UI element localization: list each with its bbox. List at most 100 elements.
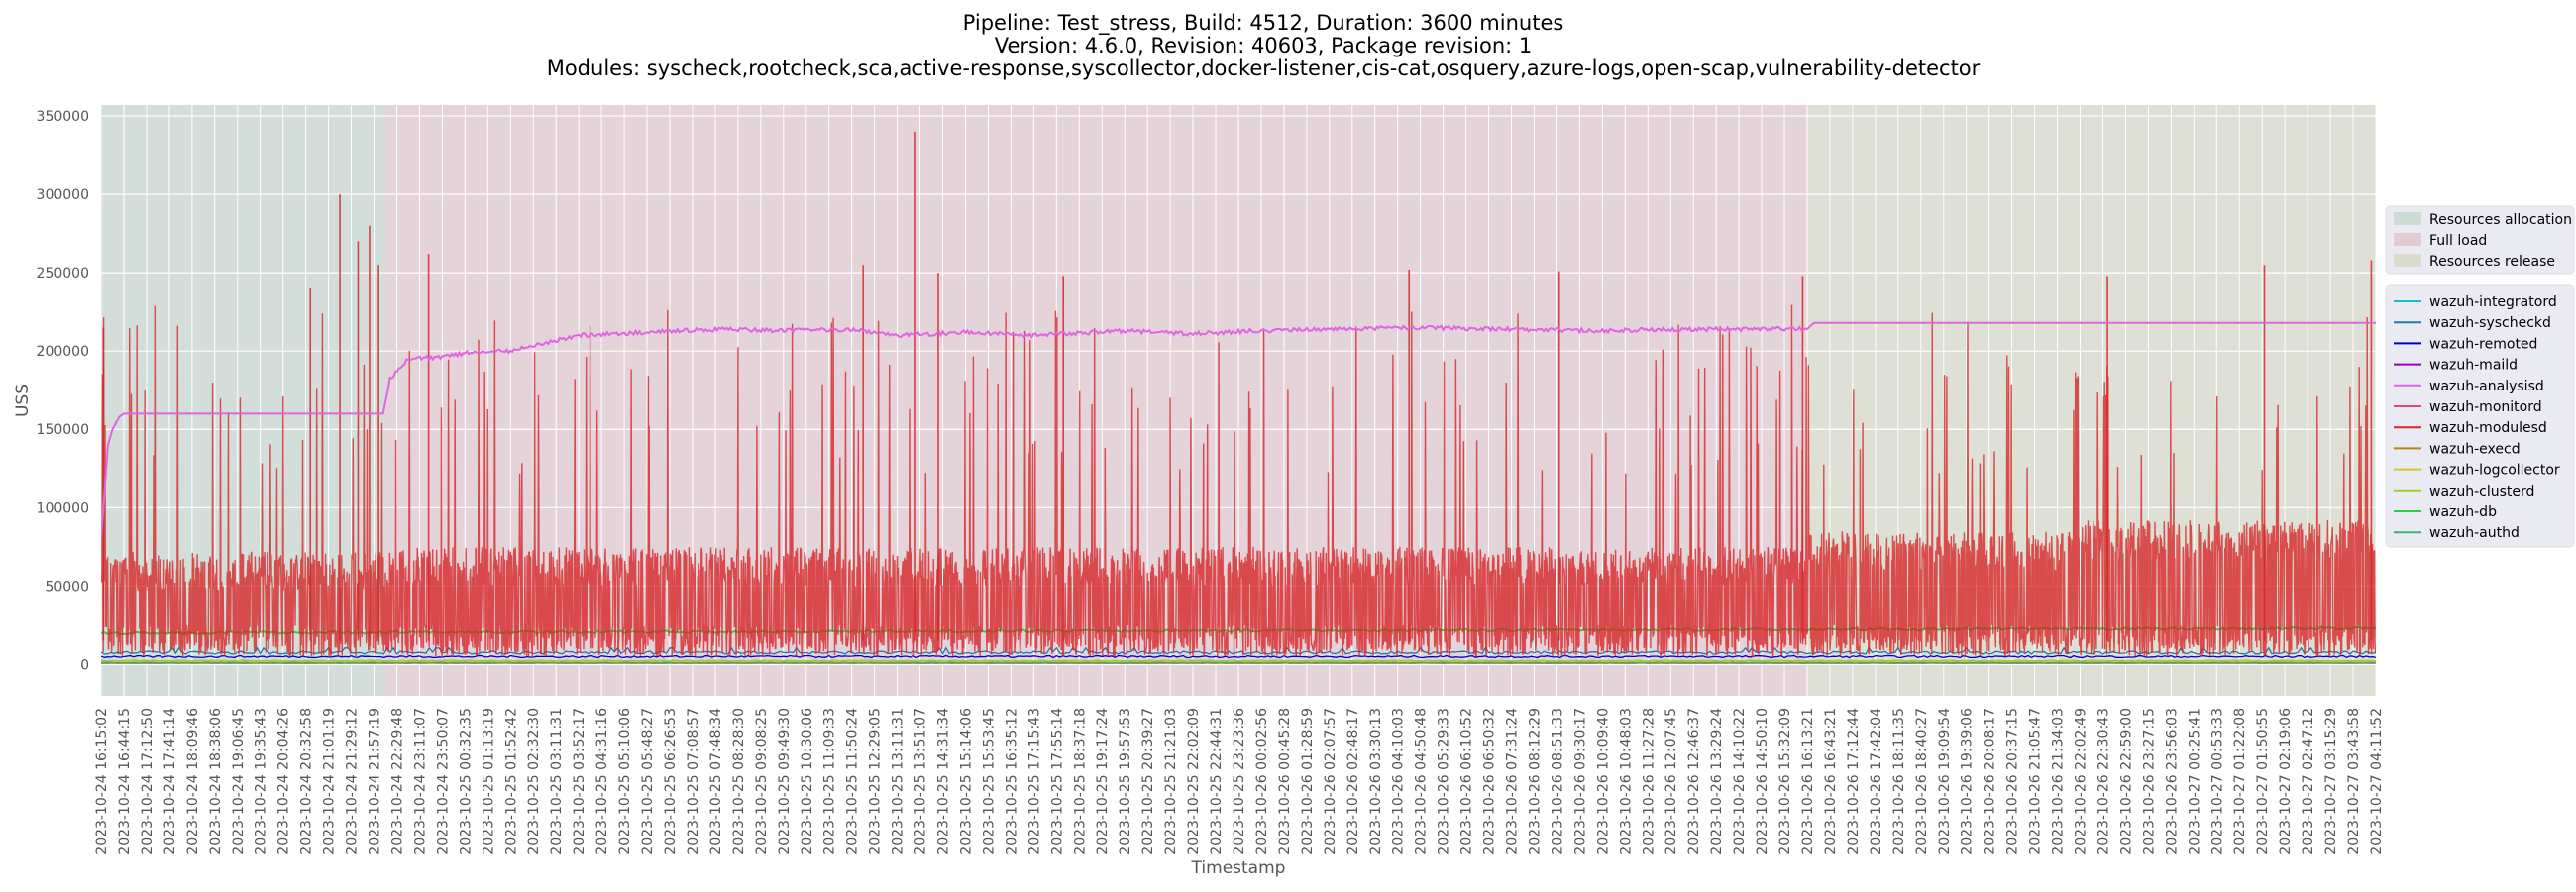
x-tick-label: 2023-10-26 05:29:33 bbox=[1437, 708, 1452, 855]
x-tick-label: 2023-10-26 08:51:33 bbox=[1550, 708, 1565, 855]
x-tick-label: 2023-10-26 11:27:28 bbox=[1641, 708, 1657, 855]
x-tick-label: 2023-10-25 12:29:05 bbox=[868, 708, 884, 855]
x-tick-label: 2023-10-26 18:11:35 bbox=[1891, 708, 1907, 855]
x-tick-label: 2023-10-27 04:11:52 bbox=[2369, 708, 2385, 855]
x-tick-label: 2023-10-26 18:40:27 bbox=[1914, 708, 1930, 855]
x-tick-label: 2023-10-26 13:29:24 bbox=[1709, 708, 1725, 855]
x-tick-label: 2023-10-25 02:32:30 bbox=[526, 708, 542, 855]
x-tick-label: 2023-10-24 21:29:12 bbox=[345, 708, 361, 855]
series-legend-box bbox=[2385, 284, 2575, 548]
series-legend-label: wazuh-remoted bbox=[2429, 336, 2537, 352]
x-tick-label: 2023-10-26 23:56:03 bbox=[2164, 708, 2180, 855]
x-tick-label: 2023-10-24 21:57:19 bbox=[368, 708, 383, 855]
x-tick-label: 2023-10-26 04:50:48 bbox=[1414, 708, 1430, 855]
y-tick-label: 150000 bbox=[37, 422, 89, 438]
x-tick-label: 2023-10-26 10:48:03 bbox=[1618, 708, 1634, 855]
x-tick-label: 2023-10-27 02:19:06 bbox=[2278, 708, 2294, 855]
x-tick-label: 2023-10-24 23:11:07 bbox=[412, 708, 428, 855]
x-tick-label: 2023-10-24 22:29:48 bbox=[389, 708, 405, 855]
x-tick-label: 2023-10-25 09:08:25 bbox=[754, 708, 770, 855]
series-legend-label: wazuh-clusterd bbox=[2429, 484, 2534, 500]
x-tick-label: 2023-10-25 09:49:30 bbox=[777, 708, 793, 855]
x-tick-label: 2023-10-25 06:26:53 bbox=[663, 708, 679, 855]
phase-legend-label: Resources release bbox=[2429, 254, 2555, 270]
x-tick-label: 2023-10-25 07:48:34 bbox=[708, 708, 724, 855]
series-line-wazuh-modulesd bbox=[101, 304, 2376, 659]
series-legend-label: wazuh-maild bbox=[2429, 358, 2518, 374]
series-legend-label: wazuh-logcollector bbox=[2429, 463, 2560, 479]
x-tick-label: 2023-10-25 23:23:36 bbox=[1232, 708, 1247, 855]
x-tick-label: 2023-10-26 01:28:59 bbox=[1300, 708, 1316, 855]
x-tick-label: 2023-10-26 08:12:29 bbox=[1527, 708, 1543, 855]
title-line-2: Version: 4.6.0, Revision: 40603, Package… bbox=[995, 34, 1533, 57]
x-tick-label: 2023-10-25 07:08:57 bbox=[686, 708, 701, 855]
x-tick-label: 2023-10-26 19:39:06 bbox=[1960, 708, 1976, 855]
phase-legend-label: Full load bbox=[2429, 233, 2487, 249]
x-tick-label: 2023-10-25 18:37:18 bbox=[1072, 708, 1088, 855]
x-tick-label: 2023-10-26 20:08:17 bbox=[1983, 708, 1998, 855]
x-tick-label: 2023-10-24 19:06:45 bbox=[231, 708, 247, 855]
x-tick-label: 2023-10-26 16:43:21 bbox=[1823, 708, 1839, 855]
series-legend-label: wazuh-monitord bbox=[2429, 399, 2542, 415]
x-tick-label: 2023-10-25 13:51:07 bbox=[913, 708, 929, 855]
x-tick-label: 2023-10-25 17:15:43 bbox=[1026, 708, 1042, 855]
x-tick-label: 2023-10-27 03:43:58 bbox=[2346, 708, 2362, 855]
x-tick-label: 2023-10-25 21:21:03 bbox=[1163, 708, 1179, 855]
series-line-wazuh-clusterd bbox=[101, 659, 2376, 662]
y-tick-label: 50000 bbox=[45, 579, 89, 595]
x-tick-label: 2023-10-25 17:55:14 bbox=[1049, 708, 1065, 855]
phase-legend-box bbox=[2385, 205, 2575, 275]
x-tick-label: 2023-10-25 19:57:53 bbox=[1118, 708, 1133, 855]
x-tick-label: 2023-10-27 01:22:08 bbox=[2232, 708, 2248, 855]
phase-legend-label: Resources allocation bbox=[2429, 212, 2572, 228]
x-tick-label: 2023-10-25 22:02:09 bbox=[1186, 708, 1202, 855]
x-tick-label: 2023-10-25 20:39:27 bbox=[1140, 708, 1156, 855]
x-tick-label: 2023-10-24 20:32:58 bbox=[299, 708, 315, 855]
phase-legend-swatch bbox=[2394, 212, 2421, 225]
x-tick-label: 2023-10-25 08:28:30 bbox=[731, 708, 747, 855]
x-tick-label: 2023-10-26 03:30:13 bbox=[1368, 708, 1384, 855]
x-axis-label: Timestamp bbox=[1191, 858, 1286, 878]
x-tick-label: 2023-10-25 05:48:27 bbox=[640, 708, 656, 855]
x-tick-label: 2023-10-25 11:50:24 bbox=[845, 708, 861, 855]
x-tick-label: 2023-10-25 10:30:06 bbox=[800, 708, 815, 855]
x-tick-label: 2023-10-24 17:41:14 bbox=[162, 708, 178, 855]
x-tick-label: 2023-10-26 04:10:03 bbox=[1391, 708, 1407, 855]
x-tick-label: 2023-10-25 19:17:24 bbox=[1095, 708, 1111, 855]
series-legend-label: wazuh-db bbox=[2429, 504, 2497, 520]
x-tick-label: 2023-10-26 10:09:40 bbox=[1595, 708, 1611, 855]
x-tick-label: 2023-10-25 15:14:06 bbox=[958, 708, 974, 855]
y-axis-label: USS bbox=[13, 384, 33, 417]
series-legend-label: wazuh-syscheckd bbox=[2429, 315, 2551, 331]
series-line-wazuh-analysisd bbox=[101, 321, 2376, 539]
x-tick-label: 2023-10-26 22:30:43 bbox=[2095, 708, 2111, 855]
x-tick-label: 2023-10-26 23:27:15 bbox=[2141, 708, 2157, 855]
phase-legend-swatch bbox=[2394, 254, 2421, 267]
x-tick-label: 2023-10-26 09:30:17 bbox=[1572, 708, 1588, 855]
x-tick-label: 2023-10-26 17:42:04 bbox=[1869, 708, 1884, 855]
title-line-3: Modules: syscheck,rootcheck,sca,active-r… bbox=[547, 56, 1981, 80]
chart-title: Pipeline: Test_stress, Build: 4512, Dura… bbox=[547, 11, 1981, 80]
x-tick-label: 2023-10-26 02:07:57 bbox=[1323, 708, 1339, 855]
x-tick-label: 2023-10-27 00:25:41 bbox=[2187, 708, 2202, 855]
x-tick-label: 2023-10-24 21:01:19 bbox=[322, 708, 338, 855]
y-tick-label: 200000 bbox=[37, 344, 89, 360]
x-tick-label: 2023-10-25 15:53:45 bbox=[981, 708, 997, 855]
y-tick-label: 0 bbox=[80, 657, 89, 673]
x-tick-label: 2023-10-24 16:15:02 bbox=[94, 708, 110, 855]
series-legend-label: wazuh-execd bbox=[2429, 441, 2521, 457]
x-tick-label: 2023-10-24 20:04:26 bbox=[276, 708, 292, 855]
x-tick-label: 2023-10-25 00:32:35 bbox=[458, 708, 474, 855]
x-tick-label: 2023-10-26 02:48:17 bbox=[1345, 708, 1361, 855]
x-tick-label: 2023-10-26 00:02:56 bbox=[1254, 708, 1270, 855]
x-tick-label: 2023-10-26 21:34:03 bbox=[2051, 708, 2067, 855]
x-tick-label: 2023-10-26 06:50:32 bbox=[1482, 708, 1498, 855]
x-tick-label: 2023-10-26 20:37:15 bbox=[2005, 708, 2021, 855]
phase-legend-swatch bbox=[2394, 233, 2421, 246]
x-tick-label: 2023-10-26 21:05:47 bbox=[2028, 708, 2044, 855]
x-tick-label: 2023-10-25 14:31:34 bbox=[936, 708, 952, 855]
x-tick-label: 2023-10-26 22:02:49 bbox=[2074, 708, 2090, 855]
title-line-1: Pipeline: Test_stress, Build: 4512, Dura… bbox=[963, 11, 1564, 36]
series-legend-label: wazuh-authd bbox=[2429, 525, 2520, 541]
